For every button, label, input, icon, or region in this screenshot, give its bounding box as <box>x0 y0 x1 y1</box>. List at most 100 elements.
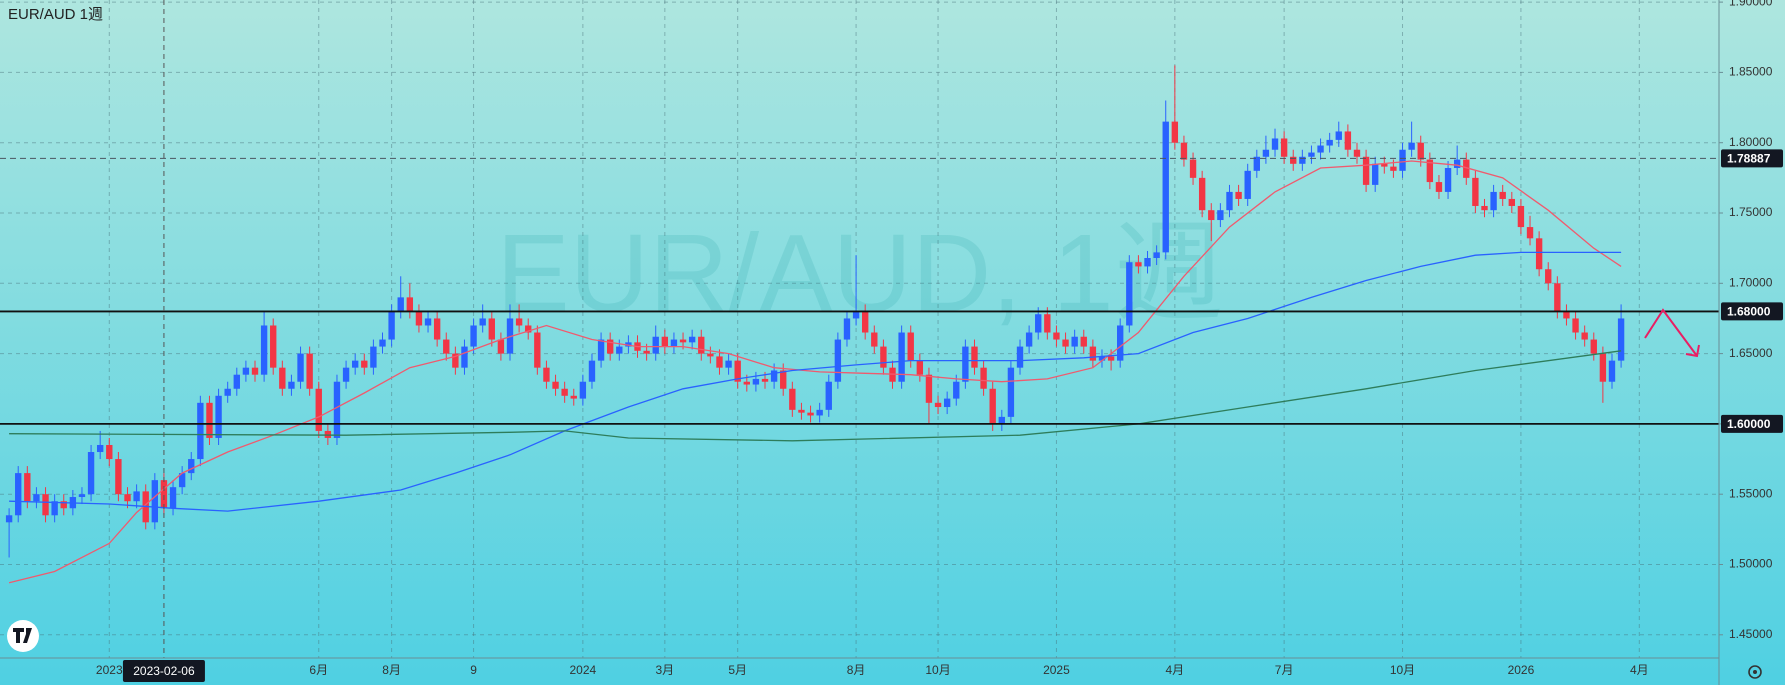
y-tick-label: 1.90000 <box>1729 0 1773 8</box>
logo-circle[interactable] <box>7 620 39 652</box>
candle-body <box>588 360 596 382</box>
gear-center[interactable] <box>1753 670 1757 674</box>
candle-body <box>1608 360 1616 382</box>
candle-body <box>789 388 796 410</box>
tradingview-logo[interactable] <box>7 620 39 652</box>
logo-mark[interactable] <box>13 628 32 643</box>
candle-body <box>497 339 505 354</box>
candle-body <box>679 339 687 343</box>
candle-body <box>33 494 40 502</box>
candle-body <box>488 318 495 340</box>
candle-body <box>652 336 659 354</box>
candle-body <box>1517 205 1525 228</box>
candle-body <box>1399 149 1406 171</box>
price-label: 1.60000 <box>1727 417 1771 431</box>
candle-body <box>898 332 905 382</box>
candle-body <box>1135 262 1142 267</box>
candle-body <box>160 480 168 509</box>
candle-body <box>1098 356 1106 361</box>
candle-body <box>971 346 978 368</box>
candle-body <box>279 367 286 389</box>
candle-body <box>743 381 750 385</box>
x-tick-label: 10月 <box>1390 663 1415 677</box>
candle-body <box>260 325 268 375</box>
candle-body <box>570 395 577 399</box>
candle-body <box>233 374 240 389</box>
candle-body <box>825 381 832 410</box>
candle-body <box>953 381 960 399</box>
candle-body <box>1153 252 1160 258</box>
candle-body <box>306 353 313 389</box>
y-tick-label: 1.85000 <box>1729 65 1773 79</box>
candle-body <box>1435 182 1443 192</box>
candle-body <box>133 491 140 502</box>
candle-body <box>42 494 49 516</box>
candle-body <box>1426 159 1434 183</box>
candle-body <box>625 342 632 347</box>
candle-body <box>1381 163 1388 167</box>
candle-body <box>270 325 277 368</box>
candle-body <box>87 452 95 495</box>
candle-body <box>1280 138 1288 157</box>
candle-body <box>834 339 842 382</box>
candle-body <box>1481 205 1488 211</box>
candle-body <box>770 370 778 382</box>
candle-body <box>5 515 13 523</box>
candle-body <box>1599 353 1607 382</box>
x-tick-label: 10月 <box>925 663 950 677</box>
gear-icon[interactable] <box>1748 665 1762 679</box>
candle-body <box>106 444 113 460</box>
candle-body <box>115 459 122 495</box>
candle-body <box>616 346 623 354</box>
candle-body <box>1490 191 1497 211</box>
candle-body <box>798 409 805 413</box>
price-label-box <box>1721 414 1783 433</box>
candle-body <box>925 374 933 403</box>
candle-body <box>862 311 869 333</box>
watermark: EUR/AUD, 1週 <box>496 212 1223 335</box>
y-tick-label: 1.50000 <box>1729 557 1773 571</box>
candle-body <box>761 378 769 382</box>
x-tick-label: 3月 <box>655 663 674 677</box>
candle-body <box>370 346 377 368</box>
candle-body <box>1590 339 1597 354</box>
x-tick-label: 2026 <box>1508 663 1535 677</box>
candle-body <box>1353 149 1361 157</box>
candle-body <box>1071 336 1078 347</box>
candle-body <box>1244 170 1251 199</box>
x-tick-label: 2024 <box>570 663 597 677</box>
candle-body <box>688 336 696 343</box>
candle-body <box>242 367 250 375</box>
candle-body <box>288 381 295 389</box>
price-label: 1.68000 <box>1727 305 1771 319</box>
candle-body <box>1126 262 1133 326</box>
candle-body <box>333 381 341 438</box>
candle-body <box>780 370 787 389</box>
candle-body <box>1180 142 1188 160</box>
x-tick-label: 4月 <box>1630 663 1649 677</box>
candle-body <box>1080 336 1087 347</box>
candle-body <box>397 297 404 312</box>
candle-body <box>661 336 669 347</box>
candle-body <box>1326 139 1333 146</box>
moving-average-line <box>9 251 1622 512</box>
candle-body <box>15 473 22 516</box>
settings-button[interactable] <box>1748 665 1762 679</box>
candle-body <box>1053 332 1060 340</box>
candle-body <box>1235 191 1242 199</box>
candle-body <box>807 412 814 416</box>
candle-body <box>470 325 477 347</box>
candle-body <box>479 318 486 326</box>
candle-body <box>151 480 159 523</box>
candle-body <box>1390 166 1397 171</box>
candle-body <box>880 346 887 368</box>
candle-body <box>1299 156 1306 164</box>
plot-area <box>0 0 1719 658</box>
candle-body <box>607 339 614 354</box>
candle-body <box>297 353 304 382</box>
candle-body <box>1508 198 1515 206</box>
candle-body <box>361 360 368 368</box>
candle-body <box>534 332 541 368</box>
candle-body <box>406 297 414 312</box>
